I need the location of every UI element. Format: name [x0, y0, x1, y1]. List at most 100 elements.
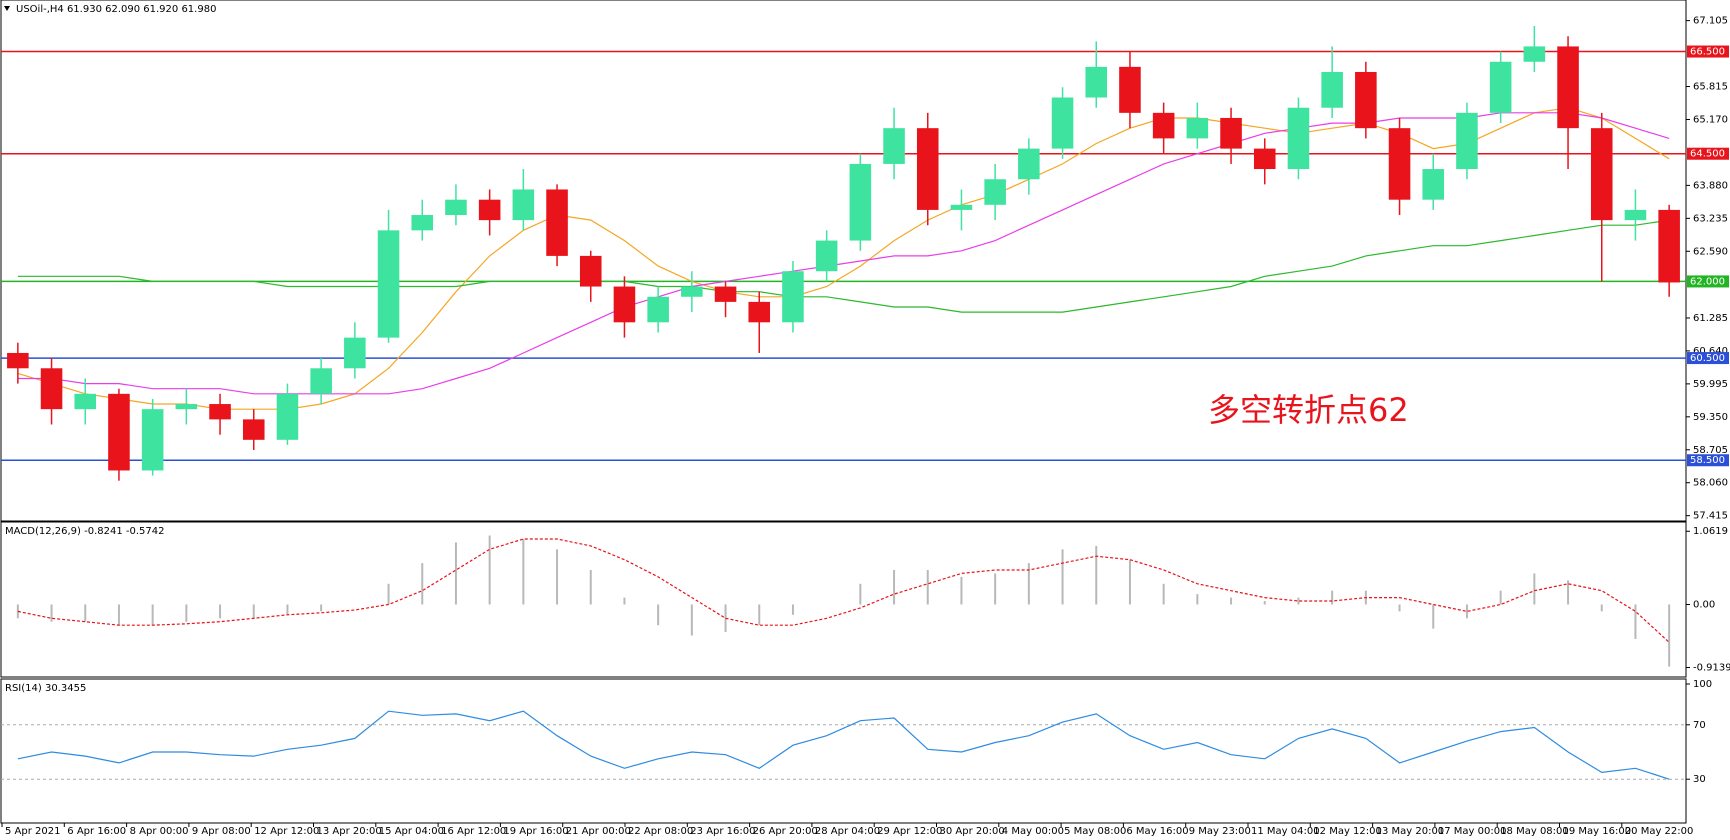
level-tag-label: 58.500	[1690, 455, 1725, 466]
candle-body	[411, 215, 434, 231]
macd-bar	[657, 604, 660, 626]
candle-body	[1422, 169, 1445, 200]
moving-average	[17, 107, 1670, 410]
candle-body	[445, 199, 467, 216]
candle-body	[681, 286, 703, 297]
level-tag-label: 62.000	[1690, 276, 1725, 287]
y-tick-label: 61.285	[1693, 313, 1728, 324]
macd-bar	[1027, 563, 1030, 605]
candle-body	[1557, 46, 1579, 129]
x-tick-label: 11 May 04:00	[1251, 826, 1320, 837]
macd-bar	[623, 597, 626, 605]
macd-bar	[320, 604, 323, 612]
macd-bar	[1297, 597, 1300, 605]
macd-bar	[960, 576, 963, 605]
y-tick-label: 1.0619	[1693, 526, 1728, 537]
macd-bar	[1398, 604, 1401, 612]
macd-bar	[117, 604, 120, 626]
candle-body	[714, 286, 737, 302]
x-tick-label: 29 Apr 12:00	[877, 826, 942, 837]
macd-bar	[1567, 580, 1570, 605]
moving-average	[17, 112, 1670, 395]
candle-body	[1388, 128, 1411, 200]
macd-bar	[1600, 604, 1603, 612]
y-tick-label: 30	[1693, 774, 1706, 785]
x-tick-label: 12 Apr 12:00	[254, 826, 319, 837]
macd-bar	[690, 604, 693, 636]
annotation: 多空转折点62	[1208, 391, 1409, 429]
x-tick-label: 30 Apr 20:00	[940, 826, 1005, 837]
x-tick-label: 26 Apr 20:00	[753, 826, 818, 837]
candle-body	[1489, 61, 1512, 113]
macd-bar	[994, 573, 997, 605]
level-tag-label: 64.500	[1690, 149, 1725, 160]
candle-body	[209, 404, 231, 420]
moving-average	[17, 219, 1670, 313]
y-tick-label: 60.640	[1693, 346, 1728, 357]
x-tick-label: 15 Apr 04:00	[379, 826, 444, 837]
x-tick-label: 12 May 12:00	[1313, 826, 1382, 837]
macd-bar	[252, 604, 255, 619]
x-tick-label: 6 May 16:00	[1126, 826, 1188, 837]
macd-bar	[421, 563, 424, 605]
y-tick-label: 100	[1693, 679, 1712, 690]
macd-bar	[219, 604, 222, 619]
x-tick-label: 4 May 00:00	[1002, 826, 1064, 837]
y-tick-label: 70	[1693, 720, 1706, 731]
y-tick-label: 59.350	[1693, 412, 1728, 423]
candle-body	[310, 368, 332, 394]
level-tag	[1687, 275, 1729, 288]
macd-bar	[286, 604, 289, 615]
candle-body	[141, 409, 164, 471]
candle-body	[613, 286, 636, 323]
macd-bar	[1061, 549, 1064, 605]
x-tick-label: 28 Apr 04:00	[815, 826, 880, 837]
candle-body	[1321, 71, 1343, 108]
macd-bar	[1230, 597, 1233, 605]
panel-title: USOil-,H4 61.930 62.090 61.920 61.980	[16, 4, 216, 15]
y-tick-label: 0.00	[1693, 599, 1715, 610]
macd-bar	[724, 604, 727, 633]
candle-body	[1253, 148, 1276, 170]
y-tick-label: 59.995	[1693, 379, 1728, 390]
y-tick-label: 58.060	[1693, 478, 1728, 489]
candle-body	[883, 128, 905, 164]
x-tick-label: 9 Apr 08:00	[192, 826, 251, 837]
candle-body	[276, 393, 299, 440]
x-tick-label: 5 May 08:00	[1064, 826, 1126, 837]
candle-body	[1220, 117, 1242, 149]
level-tag-label: 60.500	[1690, 353, 1725, 364]
candle-body	[1152, 112, 1175, 139]
candle-body	[647, 296, 669, 323]
macd-bar	[16, 604, 19, 619]
macd-bar	[791, 604, 794, 615]
y-tick-label: 62.590	[1693, 246, 1728, 257]
candle-body	[1186, 117, 1209, 139]
candle-body	[1523, 46, 1546, 62]
candle-body	[74, 393, 97, 410]
panel-frame	[0, 521, 1687, 678]
candle-body	[1590, 128, 1613, 221]
x-tick-label: 5 Apr 2021	[5, 826, 60, 837]
candle-body	[1085, 66, 1108, 98]
candle-body	[1355, 71, 1377, 129]
y-tick-label: 58.705	[1693, 445, 1728, 456]
x-tick-label: 19 May 16:00	[1563, 826, 1632, 837]
candle-body	[1456, 112, 1478, 170]
candle-body	[849, 163, 872, 241]
macd-bar	[758, 604, 761, 626]
macd-bar	[185, 604, 188, 622]
panel-title: MACD(12,26,9) -0.8241 -0.5742	[5, 526, 165, 537]
signal-line	[17, 538, 1670, 643]
rsi-line	[17, 710, 1670, 780]
macd-bar	[1162, 583, 1165, 605]
candle-body	[344, 337, 366, 369]
x-tick-label: 8 Apr 00:00	[130, 826, 189, 837]
macd-bar	[556, 549, 559, 605]
y-tick-label: -0.9139	[1693, 663, 1730, 674]
x-tick-label: 16 Apr 12:00	[441, 826, 506, 837]
y-tick-label: 57.415	[1693, 511, 1728, 522]
x-tick-label: 19 Apr 16:00	[503, 826, 568, 837]
candle-body	[984, 179, 1006, 205]
